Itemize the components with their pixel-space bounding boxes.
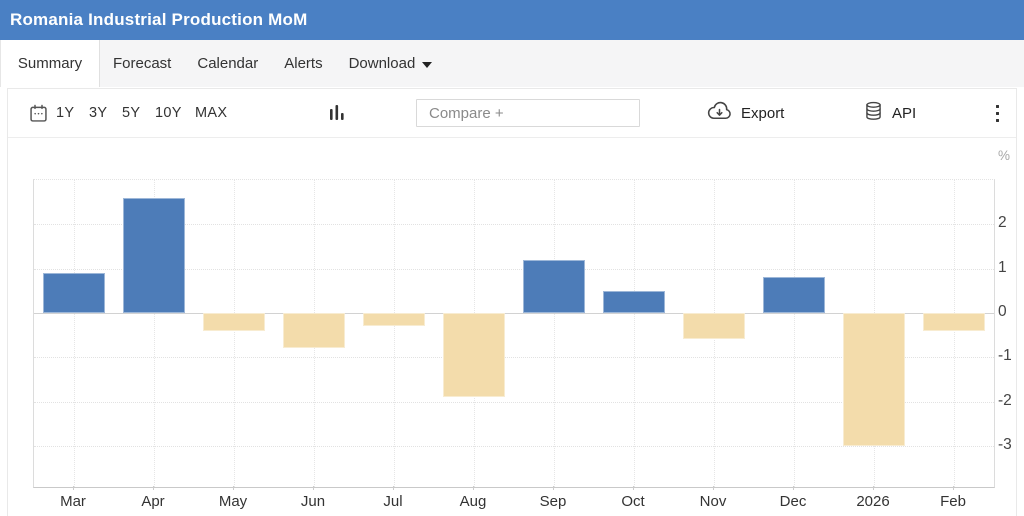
gridline [634,180,635,487]
chart-toolbar: 1Y 3Y 5Y 10Y MAX Export [8,89,1016,138]
x-axis-label: Oct [621,493,645,510]
chart-panel: 1Y 3Y 5Y 10Y MAX Export [7,88,1017,516]
chart-area: % Mar Apr May Jun Jul Aug Sep Oct Nov Dec 2026 Feb 2… [8,138,1016,516]
gridline [34,445,994,447]
axis-tick [553,486,554,490]
kebab-dots [996,104,999,122]
chart-bar[interactable] [603,290,665,313]
api-label: API [892,104,917,122]
axis-tick [313,486,314,490]
x-axis-label: May [218,493,248,510]
x-axis-label: Nov [699,493,727,510]
tab-calendar[interactable]: Calendar [184,40,271,87]
axis-tick [793,486,794,490]
x-axis-label: Apr [141,493,165,510]
range-10y-label: 10Y [155,105,182,121]
kebab-menu-icon[interactable] [996,89,999,137]
axis-tick [73,486,74,490]
x-axis-label: Aug [459,493,487,510]
range-3y-label: 3Y [89,105,108,121]
gridline [34,224,994,226]
bar-chart-icon[interactable] [329,89,345,137]
range-max-button[interactable]: MAX [195,89,227,137]
chart-bar[interactable] [923,312,985,331]
axis-tick [873,486,874,490]
axis-tick [953,486,954,490]
range-1y-button[interactable]: 1Y [56,89,74,137]
chart-bar[interactable] [123,197,185,313]
gridline [234,180,235,487]
x-axis-label: Feb [940,493,966,510]
y-axis-unit: % [998,148,1011,163]
api-button[interactable]: API [863,89,916,137]
chart-bar[interactable] [363,312,425,327]
api-database-icon [863,100,884,126]
gridline [74,180,75,487]
compare-input[interactable] [416,99,640,127]
zero-line [34,312,994,314]
chart-bar[interactable] [43,273,105,313]
chart-bar[interactable] [443,312,505,398]
tab-alerts-label: Alerts [284,55,323,72]
tab-forecast-label: Forecast [113,55,172,72]
axis-tick [713,486,714,490]
x-axis-label: Jun [300,493,326,510]
axis-tick [233,486,234,490]
x-axis-label: Mar [60,493,86,510]
y-axis-label: 0 [998,302,1007,320]
range-3y-button[interactable]: 3Y [89,89,107,137]
caret-down-icon [422,61,433,68]
x-axis-label: 2026 [856,493,890,510]
range-10y-button[interactable]: 10Y [155,89,182,137]
x-axis-label: Sep [539,493,567,510]
gridline [154,180,155,487]
y-axis-label: -3 [998,435,1012,453]
chart-bar[interactable] [683,312,745,340]
tab-summary-label: Summary [17,55,83,72]
chart-bar[interactable] [203,312,265,331]
axis-tick [393,486,394,490]
tab-download-label: Download [348,55,416,72]
calendar-icon[interactable] [28,89,49,137]
gridline [954,180,955,487]
axis-tick [473,486,474,490]
y-axis-label: -2 [998,391,1012,409]
tab-alerts[interactable]: Alerts [271,40,335,87]
page-title: Romania Industrial Production MoM [10,10,308,29]
axis-tick [633,486,634,490]
plot-area [33,179,995,488]
export-cloud-icon [706,100,733,126]
x-axis-label: Jul [383,493,403,510]
export-button[interactable]: Export [706,89,784,137]
gridline [34,401,994,403]
x-axis-label: Dec [779,493,807,510]
tab-bar: Summary Forecast Calendar Alerts Downloa… [0,40,1024,87]
chart-bar[interactable] [763,277,825,313]
chart-bar[interactable] [523,259,585,313]
range-1y-label: 1Y [56,105,75,121]
tab-summary[interactable]: Summary [0,40,100,87]
gridline [794,180,795,487]
tab-download[interactable]: Download [336,40,446,87]
y-axis-label: 2 [998,214,1007,232]
chart-bar[interactable] [843,312,905,446]
tab-calendar-label: Calendar [197,55,259,72]
gridline [554,180,555,487]
gridline [34,268,994,270]
header-bar: Romania Industrial Production MoM [0,0,1024,40]
gridline [34,357,994,359]
axis-tick [153,486,154,490]
y-axis-label: -1 [998,347,1012,365]
chart-bar[interactable] [283,312,345,349]
range-5y-button[interactable]: 5Y [122,89,140,137]
export-label: Export [741,104,785,122]
gridline [394,180,395,487]
range-max-label: MAX [195,105,228,121]
tab-forecast[interactable]: Forecast [100,40,184,87]
range-5y-label: 5Y [122,105,141,121]
y-axis-label: 1 [998,258,1007,276]
